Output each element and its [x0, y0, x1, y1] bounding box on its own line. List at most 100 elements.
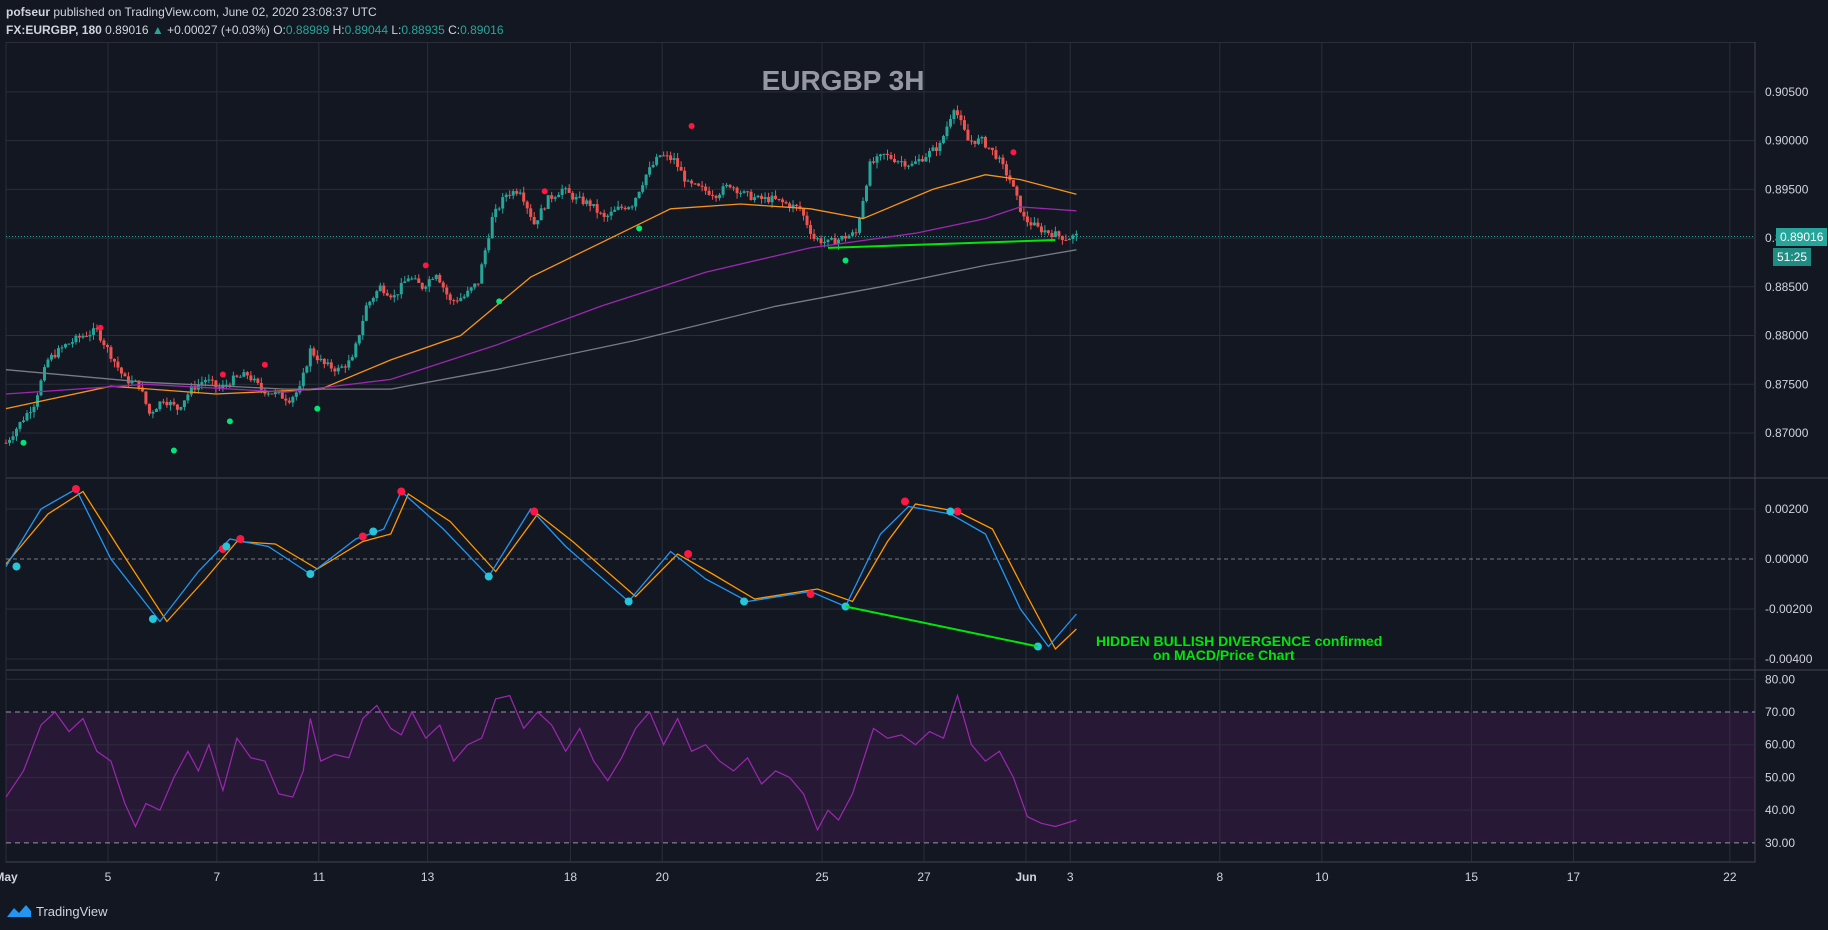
- candle-body: [56, 348, 60, 358]
- symbol-label[interactable]: FX:EURGBP, 180: [6, 23, 102, 37]
- candle-body: [903, 161, 907, 167]
- candle-body: [77, 335, 81, 338]
- candle-body: [245, 372, 249, 376]
- candle-body: [564, 188, 568, 190]
- candle-body: [497, 208, 501, 210]
- candle-body: [518, 192, 522, 194]
- candle-body: [14, 428, 18, 437]
- candle-body: [945, 126, 949, 137]
- candle-body: [823, 241, 827, 244]
- candle-body: [854, 232, 858, 234]
- candle-body: [830, 238, 834, 240]
- candle-body: [756, 195, 760, 198]
- candle-body: [1074, 233, 1078, 236]
- price-trend-line: [827, 239, 1056, 249]
- candle-body: [126, 376, 130, 384]
- candle-body: [882, 153, 886, 155]
- y-tick-label: 0.87500: [1765, 377, 1809, 391]
- candle-body: [161, 401, 165, 403]
- candle-body: [1001, 157, 1005, 165]
- candle-body: [1046, 230, 1050, 234]
- x-tick-label: 15: [1465, 870, 1479, 884]
- candle-body: [105, 345, 109, 348]
- y-tick-label: 50.00: [1765, 770, 1795, 784]
- candle-body: [427, 279, 431, 287]
- candle-body: [840, 236, 844, 240]
- candle-body: [546, 195, 550, 209]
- chart-canvas[interactable]: May 5 7 11 13 18 20 25 27 Jun 3 8 10 15 17 22 0.90500 0.9…: [0, 42, 1828, 897]
- candle-body: [899, 161, 903, 163]
- candle-body: [406, 278, 410, 282]
- buy-signal-dot: [314, 405, 321, 412]
- candle-body: [301, 372, 305, 387]
- publish-line: pofseur published on TradingView.com, Ju…: [6, 4, 504, 20]
- candle-body: [879, 154, 882, 157]
- candle-body: [74, 335, 78, 343]
- close-value: 0.89016: [460, 23, 504, 37]
- candle-body: [7, 439, 11, 443]
- candle-body: [102, 340, 106, 346]
- candle-body: [441, 282, 445, 288]
- macd-cross-down-dot: [806, 590, 815, 598]
- candle-body: [760, 195, 764, 200]
- footer-brand[interactable]: TradingView: [6, 903, 108, 919]
- candle-body: [494, 208, 498, 218]
- candle-body: [1071, 235, 1075, 240]
- candle-body: [182, 400, 186, 408]
- y-tick-label: 0.88000: [1765, 329, 1809, 343]
- candle-body: [84, 335, 88, 337]
- candle-body: [913, 161, 917, 164]
- candle-body: [1064, 239, 1068, 241]
- last-price: 0.89016: [105, 23, 149, 37]
- candle-body: [88, 334, 92, 337]
- sell-signal-dot: [97, 324, 104, 331]
- candle-body: [158, 401, 162, 410]
- candle-body: [595, 204, 599, 213]
- candle-body: [1018, 195, 1022, 212]
- candle-body: [67, 343, 71, 345]
- candle-body: [4, 442, 8, 444]
- candle-body: [990, 147, 994, 151]
- candle-body: [438, 274, 442, 283]
- candle-body: [700, 185, 704, 187]
- moving-average-line: [5, 206, 1077, 395]
- candle-body: [144, 391, 148, 404]
- macd-cross-up-dot: [624, 597, 633, 606]
- candle-body: [168, 401, 172, 406]
- candle-body: [284, 398, 288, 401]
- candle-body: [805, 215, 809, 226]
- author-name[interactable]: pofseur: [6, 5, 51, 19]
- x-tick-label: 7: [213, 870, 220, 884]
- candle-body: [273, 392, 277, 395]
- candle-body: [697, 183, 701, 186]
- sell-signal-dot: [541, 188, 548, 195]
- macd-cross-up-dot: [306, 570, 315, 578]
- candle-body: [683, 170, 687, 182]
- candle-body: [95, 328, 99, 330]
- candle-body: [665, 155, 669, 157]
- candle-body: [658, 155, 662, 157]
- brand-name: TradingView: [36, 903, 108, 919]
- candle-body: [791, 204, 795, 208]
- y-tick-label: 30.00: [1765, 836, 1795, 850]
- candle-body: [249, 375, 253, 381]
- candle-body: [371, 298, 375, 302]
- x-tick-label: 18: [564, 870, 578, 884]
- candle-body: [837, 239, 841, 245]
- candle-body: [347, 360, 351, 368]
- candle-body: [214, 380, 218, 388]
- macd-cross-up-dot: [484, 572, 493, 581]
- moving-average-line: [5, 249, 1077, 390]
- candle-body: [889, 155, 893, 159]
- candle-body: [938, 142, 942, 152]
- macd-cross-down-dot: [530, 507, 539, 516]
- candle-body: [669, 155, 673, 161]
- candle-body: [270, 393, 274, 395]
- candle-body: [473, 283, 477, 288]
- candle-body: [924, 157, 928, 162]
- candle-body: [896, 161, 900, 163]
- candle-body: [966, 129, 970, 141]
- candle-body: [522, 192, 526, 202]
- candle-body: [763, 197, 767, 200]
- candle-body: [417, 278, 421, 283]
